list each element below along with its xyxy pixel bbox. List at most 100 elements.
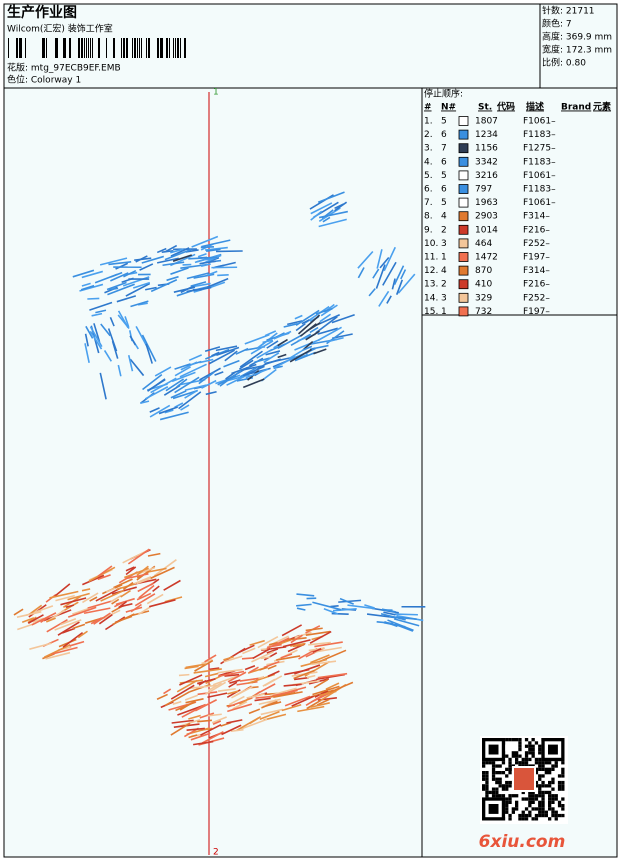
qr-module [544, 784, 548, 788]
stitch [148, 378, 166, 391]
qr-module [518, 741, 522, 745]
qr-module [561, 761, 565, 765]
row-index: 5. [424, 171, 433, 181]
stitch [299, 323, 317, 337]
bar [90, 38, 91, 58]
stitch [228, 695, 245, 706]
stitch [227, 690, 239, 695]
stitch [191, 235, 219, 248]
stitch [43, 644, 71, 658]
stitch [141, 334, 157, 362]
qr-module [551, 787, 555, 791]
stitch [227, 671, 247, 683]
qr-module [508, 800, 512, 804]
stat: 比例: 0.80 [542, 57, 586, 69]
stitch [170, 248, 184, 254]
stitch [149, 407, 160, 413]
qr-module [557, 804, 562, 808]
qr-module [528, 751, 532, 755]
stitch [152, 585, 160, 593]
stitch [147, 552, 161, 557]
stitch [248, 666, 259, 674]
qr-module [538, 764, 542, 768]
stitch [146, 567, 167, 574]
stitch [227, 703, 253, 713]
stitch [309, 630, 332, 644]
qr-module [485, 777, 489, 781]
bar [175, 38, 176, 58]
stitch [315, 316, 338, 334]
qr-module [518, 817, 522, 821]
qr-module [485, 774, 489, 778]
qr-module [528, 794, 532, 798]
needle: 5 [441, 171, 447, 181]
stitch [118, 600, 128, 609]
stitch [79, 283, 104, 292]
stitch [146, 593, 164, 605]
stitch [46, 618, 68, 633]
stitch [111, 586, 137, 595]
bar [81, 38, 83, 58]
stitch [81, 270, 103, 279]
qr-module [518, 747, 522, 752]
qr-module [557, 774, 562, 778]
bar [126, 38, 128, 58]
stitch [95, 309, 107, 314]
row-index: 9. [424, 225, 433, 235]
stitch [289, 348, 312, 363]
stitch [110, 271, 123, 278]
qr-module [538, 784, 542, 788]
qr-module [528, 804, 532, 808]
stitch [209, 667, 220, 671]
qr-module [538, 807, 542, 811]
stitch [232, 686, 253, 698]
stitch [89, 326, 103, 348]
stitch [150, 279, 178, 293]
stitch [277, 338, 288, 347]
stitch [242, 647, 256, 655]
stitch [199, 260, 217, 265]
stitch [112, 613, 135, 626]
row-index: 8. [424, 212, 433, 222]
stitch [137, 582, 155, 593]
qr-module [548, 767, 552, 771]
stitch [142, 373, 163, 391]
needle: 4 [441, 266, 447, 276]
stitch [277, 353, 287, 359]
stitch [185, 663, 207, 669]
stitch [310, 654, 330, 664]
stitch [179, 363, 207, 378]
stitch [294, 351, 317, 362]
stitch [310, 702, 330, 709]
stitch [91, 312, 103, 317]
qr-module [531, 751, 535, 755]
stitch [265, 350, 281, 356]
stitch [206, 248, 221, 253]
qr-module [548, 794, 552, 798]
stitch [199, 358, 214, 364]
stitch [156, 247, 167, 254]
qr-module [538, 757, 542, 762]
qr-module [538, 744, 542, 748]
stitch [294, 338, 320, 351]
stitch [393, 265, 405, 285]
stitch [180, 284, 195, 294]
bar [160, 38, 163, 58]
embroidery-preview [13, 191, 426, 746]
stitch [281, 704, 302, 712]
row-index: 3. [424, 144, 433, 154]
stitch [372, 268, 380, 279]
color-swatch [458, 292, 469, 303]
stitch [149, 404, 171, 418]
color-swatch [458, 184, 469, 194]
qr-module [548, 807, 552, 811]
stitch [267, 664, 277, 670]
stitch [293, 669, 315, 680]
qr-module [515, 757, 519, 762]
stitch [357, 250, 374, 269]
qr-module [561, 807, 565, 811]
stitch [184, 389, 198, 399]
needle: 7 [441, 144, 447, 154]
qr-module [557, 813, 562, 818]
bar [137, 38, 138, 58]
